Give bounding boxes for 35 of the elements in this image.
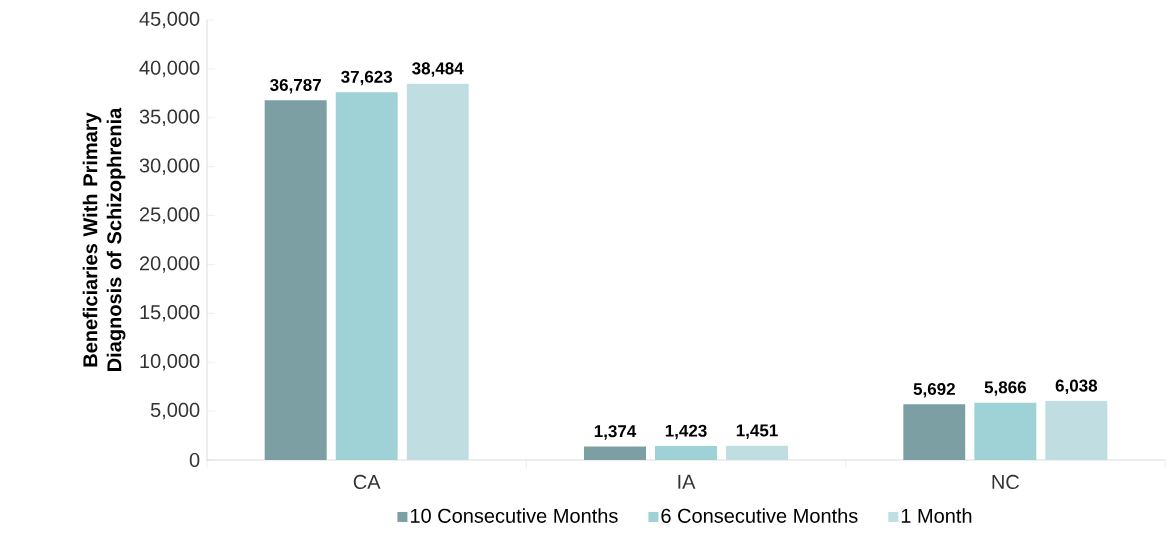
legend-label: 10 Consecutive Months	[410, 508, 618, 523]
data-label: 36,787	[270, 78, 321, 94]
bar	[1045, 400, 1108, 460]
bar	[335, 92, 398, 460]
data-label: 38,484	[412, 62, 464, 77]
y-tick-label: 45,000	[139, 11, 200, 29]
y-tick-label: 40,000	[139, 60, 200, 78]
bar	[655, 446, 718, 460]
data-label: 5,692	[913, 382, 955, 398]
data-label: 1,451	[736, 424, 778, 439]
y-tick-label: 25,000	[139, 207, 200, 224]
y-tick-label: 5,000	[150, 402, 200, 420]
y-tick-label: 15,000	[140, 305, 200, 322]
x-tick-label: NC	[992, 474, 1020, 490]
y-tick-label: 10,000	[140, 353, 200, 371]
data-label: 6,038	[1055, 379, 1098, 395]
bar	[264, 100, 327, 460]
bar	[903, 404, 966, 460]
data-label: 37,623	[341, 70, 393, 86]
legend-label: 6 Consecutive Months	[661, 508, 858, 523]
y-tick-label: 20,000	[139, 256, 200, 273]
bar	[974, 402, 1037, 460]
y-axis-title: Beneficiaries With Primary Diagnosis of Schizophrenia	[82, 107, 126, 371]
bar	[406, 83, 469, 460]
data-label: 1,374	[594, 425, 637, 440]
y-tick-label: 0	[189, 452, 200, 468]
bar	[726, 445, 788, 460]
data-label: 5,866	[984, 381, 1026, 396]
y-tick-label: 30,000	[139, 158, 200, 175]
x-tick-label: CA	[353, 474, 381, 490]
bar	[584, 446, 647, 460]
legend-label: 1 Month	[901, 508, 972, 523]
data-label: 1,423	[665, 424, 707, 440]
y-tick-label: 35,000	[139, 109, 200, 127]
x-tick-label: IA	[678, 474, 696, 489]
